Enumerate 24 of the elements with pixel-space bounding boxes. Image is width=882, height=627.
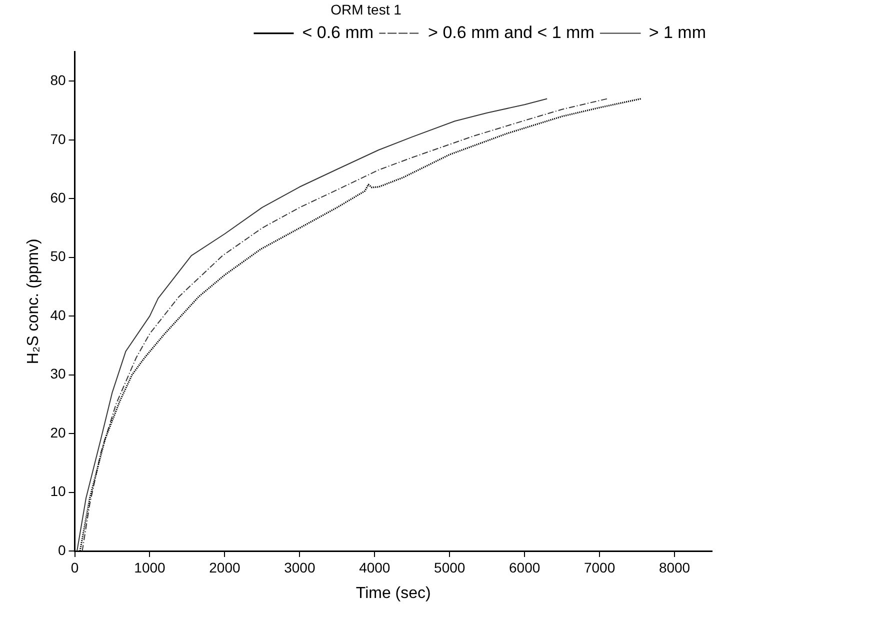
legend-label: > 1 mm [648,22,706,42]
x-tick-label: 1000 [134,559,166,576]
y-tick-label: 70 [50,130,66,147]
x-tick-label: 0 [70,559,79,576]
x-tick-label: 5000 [434,559,466,576]
y-tick-label: 30 [50,366,66,382]
y-tick-label: 60 [50,189,66,206]
x-tick-label: 6000 [509,559,540,576]
x-tick-label: 8000 [658,559,690,576]
y-tick-label: 0 [58,542,66,558]
legend-label: > 0.6 mm and < 1 mm [428,22,594,42]
y-tick-label: 50 [50,248,66,264]
y-tick-label: 10 [50,483,66,500]
legend-label: < 0.6 mm [302,22,374,42]
chart-title: ORM test 1 [330,1,402,18]
x-tick-label: 2000 [209,559,240,576]
x-tick-label: 4000 [359,559,390,576]
x-axis-title: Time (sec) [356,584,431,602]
y-tick-label: 40 [50,306,66,323]
x-tick-label: 3000 [284,559,316,576]
y-tick-label: 20 [50,424,66,440]
x-tick-label: 7000 [584,559,616,576]
y-tick-label: 80 [50,72,66,88]
y-axis-title: H₂S conc. (ppmv) [25,238,42,364]
